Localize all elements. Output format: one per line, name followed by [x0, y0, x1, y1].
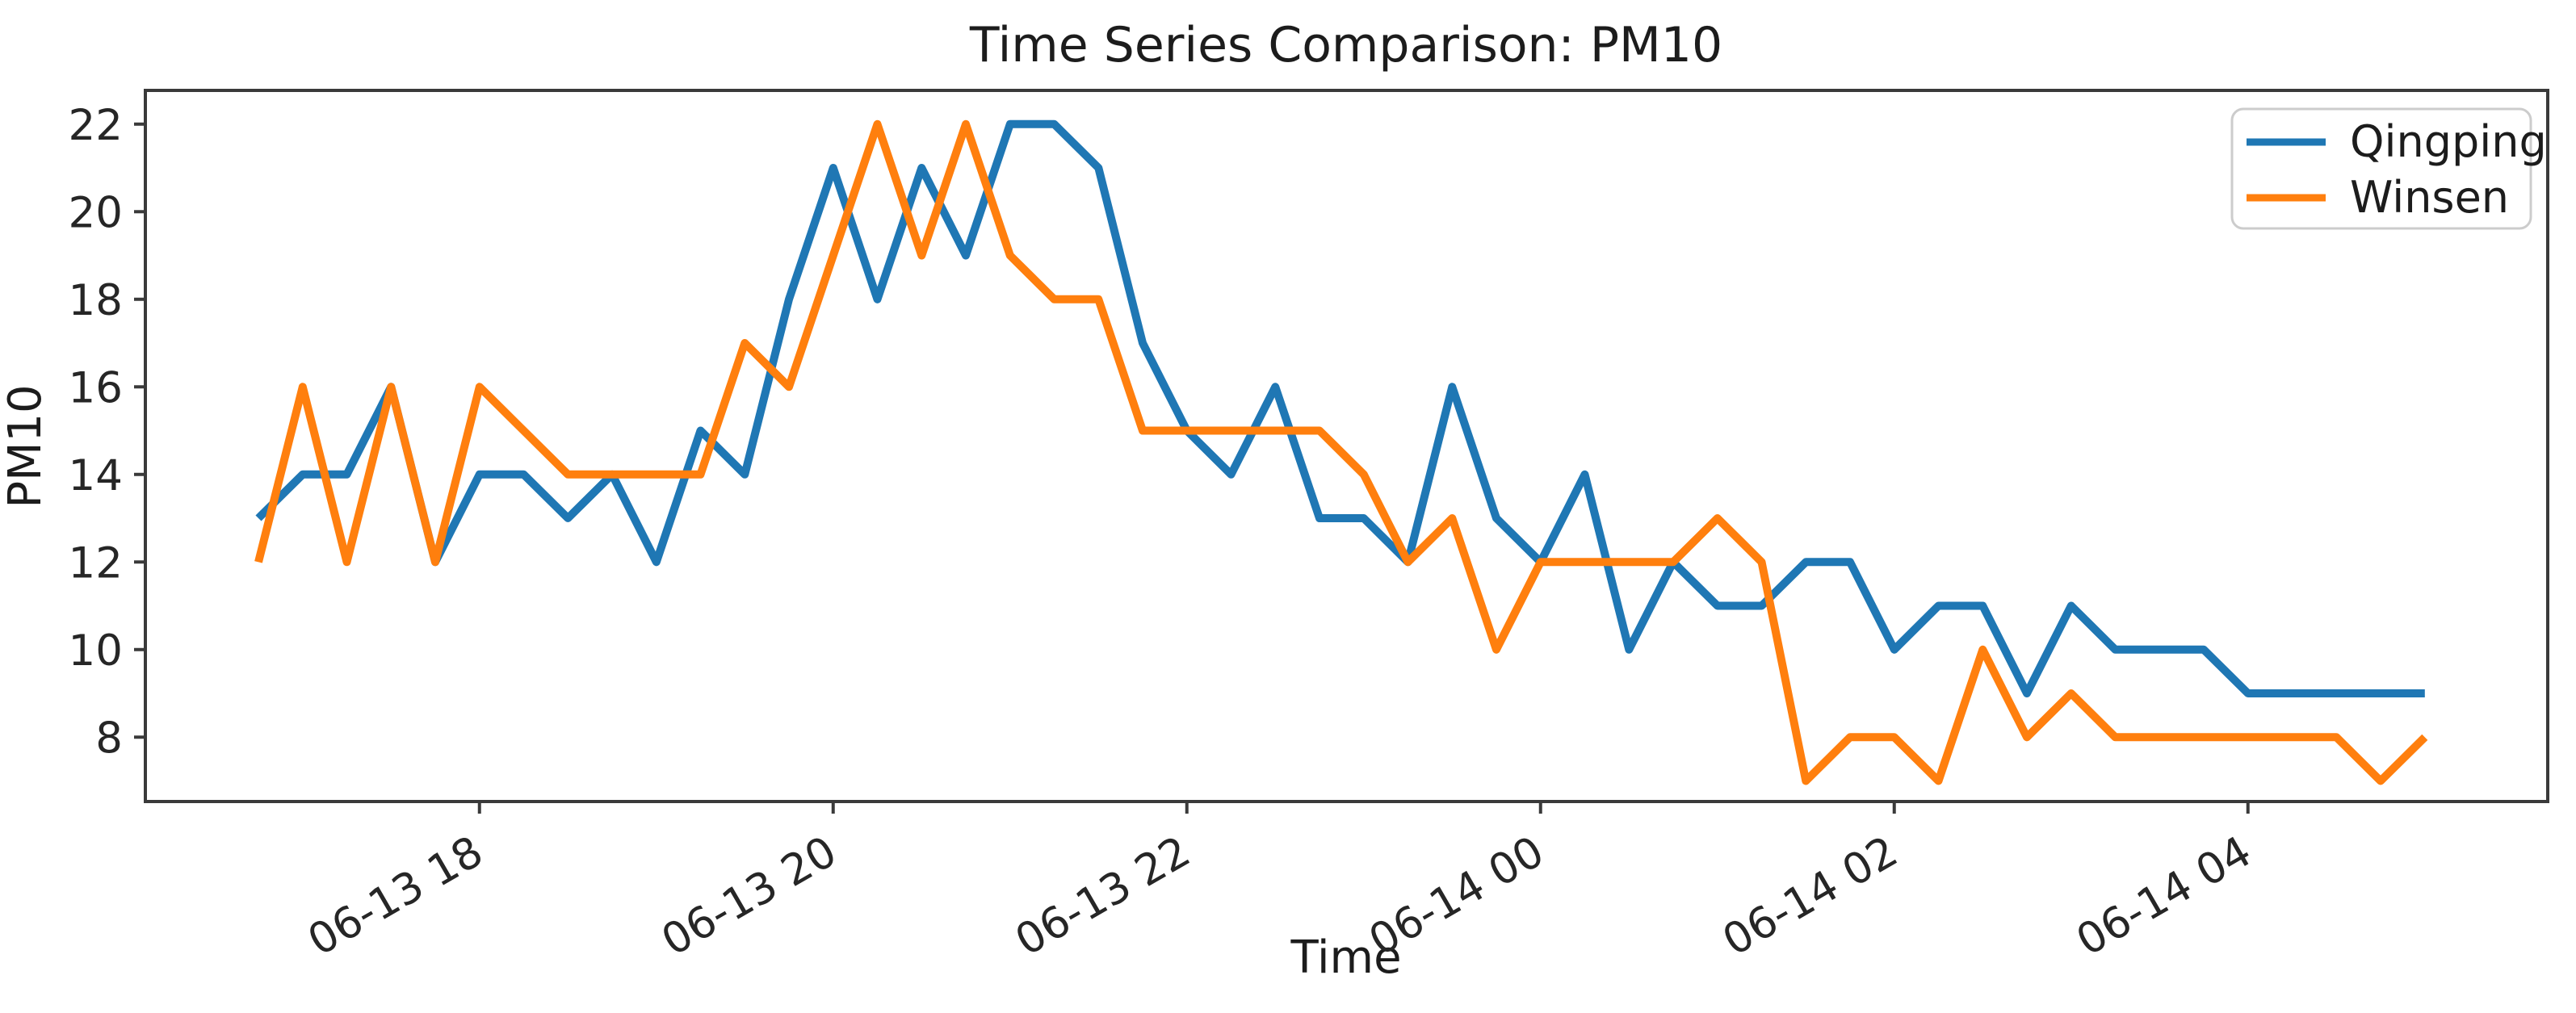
y-tick-label: 14 — [69, 451, 123, 500]
y-tick-label: 16 — [69, 363, 123, 412]
y-tick-label: 12 — [69, 538, 123, 588]
y-axis-label: PM10 — [0, 384, 52, 508]
y-tick-label: 18 — [69, 276, 123, 325]
series-line-winsen — [254, 119, 2428, 785]
legend-label-qingping: Qingping — [2350, 116, 2547, 167]
x-tick-label: 06-14 00 — [1361, 827, 1552, 965]
y-tick-label: 8 — [95, 714, 123, 763]
y-tick-label: 10 — [69, 626, 123, 676]
x-tick-label: 06-13 18 — [300, 827, 491, 965]
plot-frame — [144, 89, 2549, 803]
y-tick-label: 22 — [69, 101, 123, 150]
axis-ticks: 8 10 12 14 16 18 20 22 06-13 18 06-13 20 06-13 22 0… — [69, 101, 2260, 966]
legend-label-winsen: Winsen — [2350, 172, 2509, 223]
x-axis-label: Time — [1290, 931, 1401, 984]
x-tick-label: 06-14 02 — [1714, 827, 1906, 965]
legend-item-winsen: Winsen — [2247, 172, 2509, 223]
legend-item-qingping: Qingping — [2247, 116, 2547, 167]
series-line-qingping — [255, 119, 2425, 697]
chart-title: Time Series Comparison: PM10 — [969, 17, 1722, 73]
legend: Qingping Winsen — [2230, 107, 2547, 230]
y-tick-label: 20 — [69, 188, 123, 237]
x-tick-label: 06-13 22 — [1007, 827, 1198, 965]
x-tick-label: 06-13 20 — [653, 827, 845, 965]
x-tick-label: 06-14 04 — [2068, 827, 2259, 965]
series-layer — [254, 119, 2428, 785]
